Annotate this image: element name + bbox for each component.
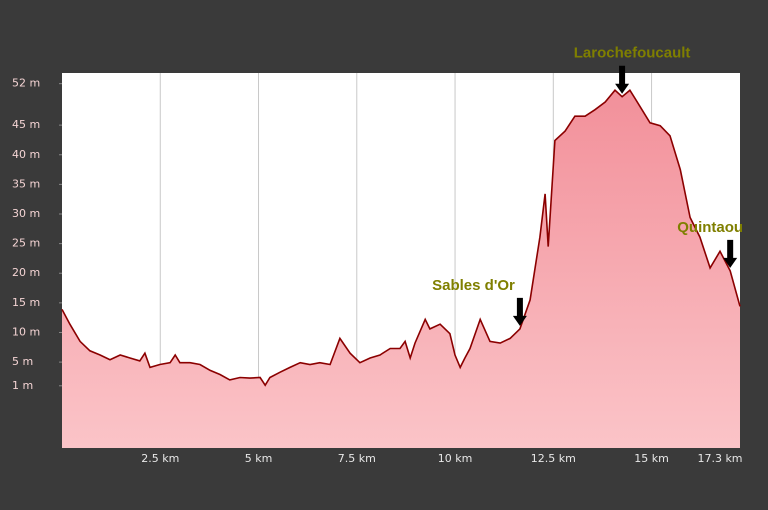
- area-fill: [62, 90, 740, 448]
- y-tick-label: 45 m: [12, 118, 40, 131]
- elevation-line: [61, 88, 741, 387]
- y-tick-label: 20 m: [12, 266, 40, 279]
- y-tick-label: 40 m: [12, 148, 40, 161]
- x-tick-label: 2.5 km: [141, 452, 179, 465]
- annotation-arrow: [723, 239, 738, 268]
- y-tick-label: 5 m: [12, 355, 33, 368]
- y-tick-label: 35 m: [12, 177, 40, 190]
- annotation-label: Sables d'Or: [432, 277, 515, 294]
- x-tick-label: 7.5 km: [338, 452, 376, 465]
- y-tick-label: 25 m: [12, 237, 40, 250]
- x-tick-label: 5 km: [245, 452, 273, 465]
- y-tick-label: 30 m: [12, 207, 40, 220]
- annotation-label: Quintaou: [677, 219, 743, 236]
- y-tick-label: 52 m: [12, 77, 40, 90]
- x-tick-label: 15 km: [634, 452, 669, 465]
- y-tick-label: 10 m: [12, 325, 40, 338]
- annotation-arrow: [512, 297, 527, 326]
- y-tick-label: 1 m: [12, 379, 33, 392]
- annotation-arrow: [615, 65, 630, 94]
- x-tick-label: 12.5 km: [531, 452, 576, 465]
- y-tick-label: 15 m: [12, 296, 40, 309]
- x-tick-label: 17.3 km: [697, 452, 742, 465]
- x-tick-label: 10 km: [438, 452, 473, 465]
- annotation-label: Larochefoucault: [574, 45, 691, 62]
